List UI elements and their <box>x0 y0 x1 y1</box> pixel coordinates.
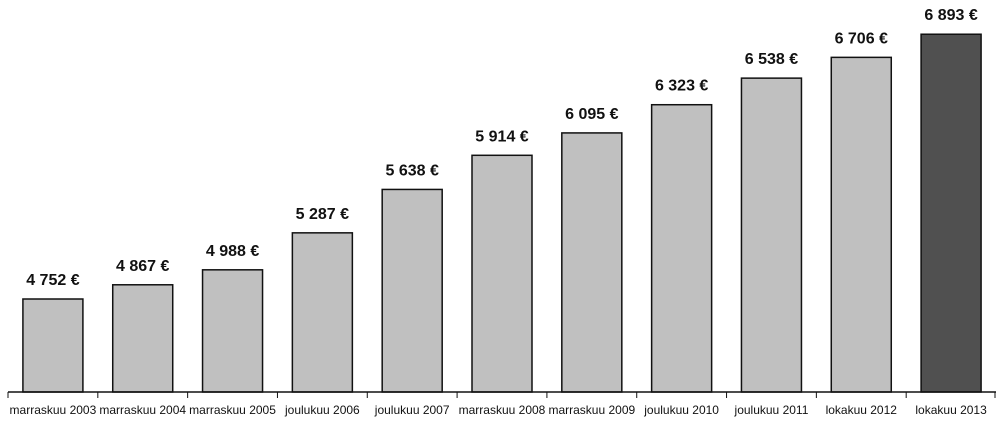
x-tick-label: joulukuu 2006 <box>284 403 360 417</box>
x-tick-label: marraskuu 2008 <box>458 403 546 417</box>
x-tick-label: lokakuu 2012 <box>825 403 897 417</box>
value-label: 6 538 € <box>745 51 798 68</box>
value-label: 6 323 € <box>655 78 708 95</box>
value-label: 5 638 € <box>385 162 438 179</box>
x-tick-label: lokakuu 2013 <box>915 403 987 417</box>
x-tick-label: marraskuu 2005 <box>189 403 276 417</box>
bar <box>201 269 264 393</box>
x-tick-label: marraskuu 2003 <box>9 403 97 417</box>
bar <box>650 103 713 393</box>
bar <box>111 284 174 393</box>
bar <box>291 232 354 393</box>
bar <box>740 77 803 393</box>
value-label: 6 706 € <box>835 30 888 47</box>
bar <box>920 33 982 393</box>
bar <box>22 298 84 393</box>
value-label: 5 287 € <box>296 206 349 223</box>
value-label: 6 095 € <box>565 106 618 123</box>
x-tick-label: marraskuu 2004 <box>99 403 187 417</box>
bar <box>381 188 443 393</box>
x-tick-label: joulukuu 2010 <box>644 403 719 417</box>
value-label: 6 893 € <box>924 7 977 24</box>
bar <box>471 154 533 393</box>
value-label: 4 752 € <box>26 272 79 289</box>
value-label: 4 988 € <box>206 243 259 260</box>
x-tick-label: joulukuu 2011 <box>734 403 809 417</box>
x-tick-label: marraskuu 2009 <box>548 403 636 417</box>
value-label: 4 867 € <box>116 258 169 275</box>
bar <box>561 132 623 393</box>
value-label: 5 914 € <box>475 128 528 145</box>
bar <box>830 56 893 393</box>
x-tick-label: joulukuu 2007 <box>374 403 450 417</box>
